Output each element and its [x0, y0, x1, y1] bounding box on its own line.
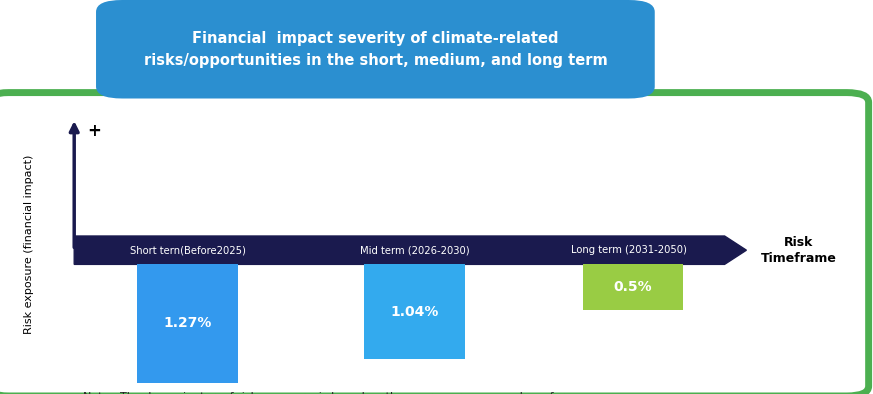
FancyArrow shape [74, 236, 746, 264]
Text: Short tern(Before2025): Short tern(Before2025) [130, 245, 245, 255]
Text: Long term (2031-2050): Long term (2031-2050) [571, 245, 686, 255]
Text: 1.04%: 1.04% [390, 305, 439, 319]
Text: Note:  The denominator  of risk exposure  is based on the average revenue values: Note: The denominator of risk exposure i… [83, 392, 565, 394]
Text: Risk
Timeframe: Risk Timeframe [761, 236, 836, 265]
Text: −: − [85, 252, 99, 270]
Text: Mid term (2026-2030): Mid term (2026-2030) [360, 245, 470, 255]
Text: Financial  impact severity of climate-related
risks/opportunities in the short, : Financial impact severity of climate-rel… [143, 31, 608, 68]
Text: 0.5%: 0.5% [614, 280, 652, 294]
Text: +: + [87, 122, 101, 140]
FancyBboxPatch shape [96, 0, 655, 98]
Text: 1.27%: 1.27% [163, 316, 212, 331]
Bar [365, 264, 464, 359]
Text: Risk exposure (financial impact): Risk exposure (financial impact) [24, 154, 34, 334]
Bar [138, 264, 237, 383]
FancyBboxPatch shape [0, 93, 869, 394]
Bar [583, 264, 683, 310]
